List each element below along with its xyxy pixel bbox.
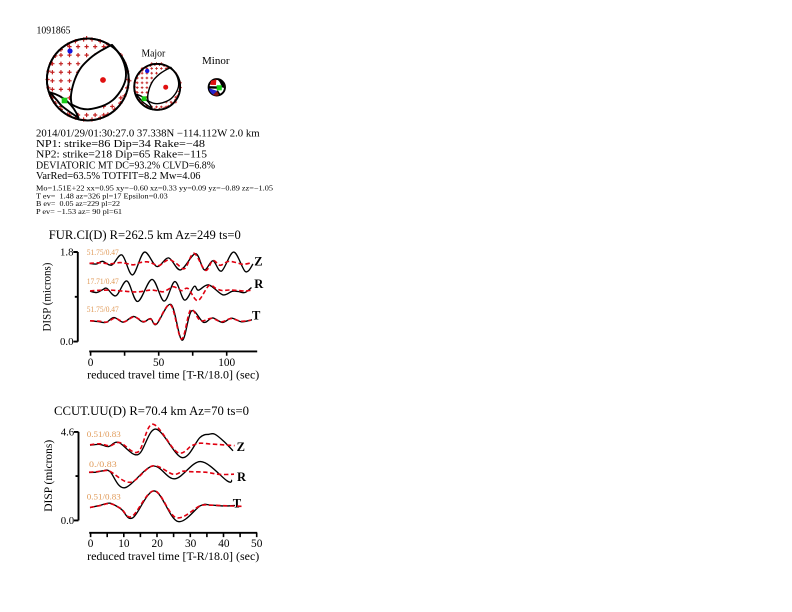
svg-text:T: T xyxy=(233,496,242,510)
svg-text:NP1: strike=86 Dip=34 Rake=−48: NP1: strike=86 Dip=34 Rake=−48 xyxy=(36,139,205,150)
svg-text:0: 0 xyxy=(88,538,94,550)
svg-text:T ev= 1.48 az=326 pl=17 Epsil: T ev= 1.48 az=326 pl=17 Epsilon=0.03 xyxy=(36,191,168,200)
svg-text:51.75/0.47: 51.75/0.47 xyxy=(87,304,120,314)
svg-text:4.6: 4.6 xyxy=(61,427,75,439)
svg-text:T: T xyxy=(252,309,261,323)
svg-text:0.51/0.83: 0.51/0.83 xyxy=(87,491,122,501)
svg-text:R: R xyxy=(254,277,264,291)
svg-text:FUR.CI(D) R=262.5 km Az=249 ts: FUR.CI(D) R=262.5 km Az=249 ts=0 xyxy=(49,227,241,242)
svg-text:0.0: 0.0 xyxy=(60,336,74,348)
svg-text:DISP (microns): DISP (microns) xyxy=(43,440,55,512)
svg-text:Z: Z xyxy=(254,255,262,269)
svg-text:CCUT.UU(D) R=70.4 km Az=70 ts=: CCUT.UU(D) R=70.4 km Az=70 ts=0 xyxy=(54,403,249,418)
svg-text:P ev= −1.53 az= 90 pl=61: P ev= −1.53 az= 90 pl=61 xyxy=(36,207,122,216)
svg-text:Major: Major xyxy=(142,49,166,60)
svg-text:VarRed=63.5% TOTFIT=8.2 Mw=4.0: VarRed=63.5% TOTFIT=8.2 Mw=4.06 xyxy=(36,171,201,182)
svg-text:Z: Z xyxy=(237,440,245,454)
svg-text:0./0.83: 0./0.83 xyxy=(89,459,117,469)
svg-text:reduced travel time [T-R/18.0]: reduced travel time [T-R/18.0] (sec) xyxy=(87,368,259,382)
svg-text:1091865: 1091865 xyxy=(37,25,71,37)
svg-text:10: 10 xyxy=(118,538,130,550)
svg-text:0.0: 0.0 xyxy=(61,515,75,527)
svg-text:30: 30 xyxy=(185,538,197,550)
svg-text:DEVIATORIC MT DC=93.2% CLVD=6.: DEVIATORIC MT DC=93.2% CLVD=6.8% xyxy=(36,160,215,171)
svg-text:50: 50 xyxy=(251,538,263,550)
svg-text:50: 50 xyxy=(153,357,165,369)
svg-text:100: 100 xyxy=(218,357,235,369)
svg-text:B ev= 0.05 az=229 pl=22: B ev= 0.05 az=229 pl=22 xyxy=(36,199,120,208)
svg-text:51.75/0.47: 51.75/0.47 xyxy=(87,247,120,257)
svg-text:0.51/0.83: 0.51/0.83 xyxy=(87,429,122,439)
svg-text:1.8: 1.8 xyxy=(60,247,74,259)
svg-text:0: 0 xyxy=(88,357,94,369)
svg-text:17.71/0.47: 17.71/0.47 xyxy=(87,276,120,286)
svg-text:reduced travel time [T-R/18.0]: reduced travel time [T-R/18.0] (sec) xyxy=(87,549,259,563)
svg-text:2014/01/29/01:30:27.0 37.338N: 2014/01/29/01:30:27.0 37.338N −114.112W … xyxy=(36,128,260,139)
svg-text:40: 40 xyxy=(218,538,230,550)
svg-text:Minor: Minor xyxy=(202,56,230,67)
svg-text:NP2: strike=218 Dip=65 Rake=−1: NP2: strike=218 Dip=65 Rake=−115 xyxy=(36,150,207,161)
svg-text:R: R xyxy=(237,470,247,484)
svg-text:Mo=1.51E+22 xx=0.95 xy=−0.60 x: Mo=1.51E+22 xx=0.95 xy=−0.60 xz=0.33 yy=… xyxy=(36,184,273,193)
svg-text:DISP (microns): DISP (microns) xyxy=(42,262,54,331)
svg-text:20: 20 xyxy=(152,538,164,550)
